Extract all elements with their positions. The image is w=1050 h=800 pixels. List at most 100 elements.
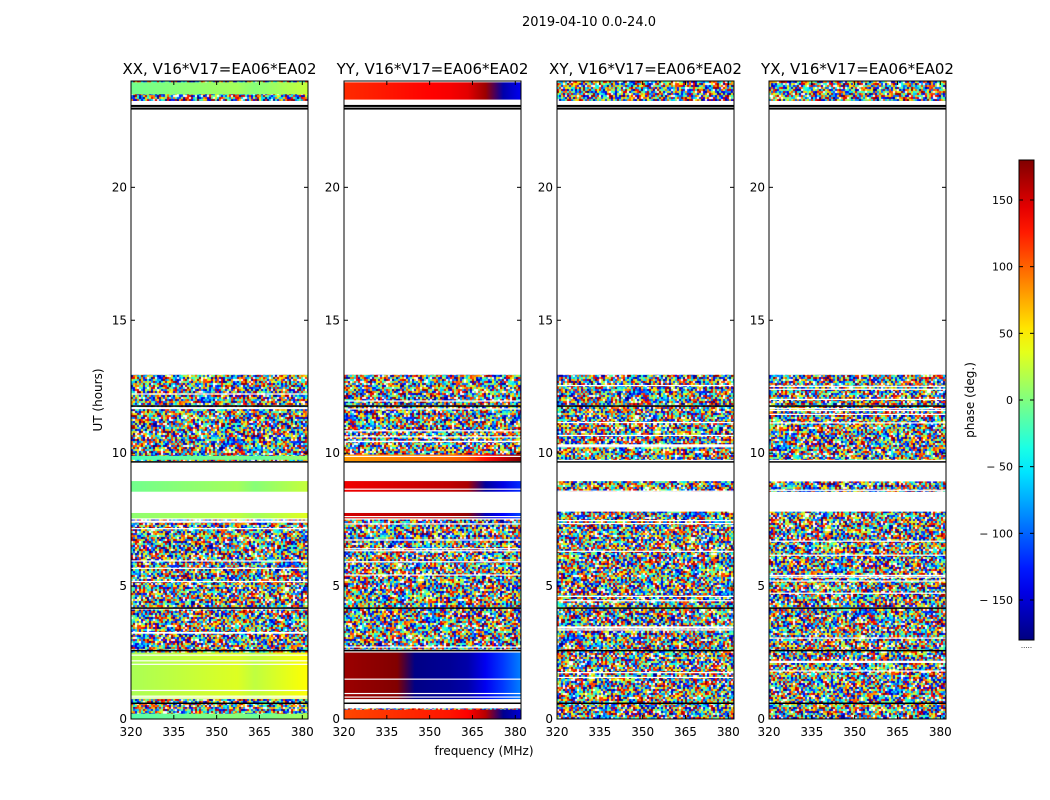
flag-line [344,646,521,648]
panel-frame [343,80,522,720]
flag-line [557,444,734,446]
flag-line [131,560,308,562]
x-tick-label: 380 [291,725,314,739]
noise-block [769,81,946,101]
flag-line [557,676,734,679]
flag-line [131,607,308,609]
flag-line [131,702,308,705]
flag-line [769,554,946,556]
flag-line [344,467,521,469]
flag-line [769,385,946,387]
panel-title: XY, V16*V17=EA06*EA02 [549,60,742,78]
flag-line [344,405,521,407]
flag-line [557,492,734,494]
x-tick-label: 335 [375,725,398,739]
noise-block [769,511,946,608]
y-tick-label: 0 [332,712,340,726]
panel-title: YY, V16*V17=EA06*EA02 [336,60,529,78]
coherent-band [131,82,308,95]
coherent-band [344,512,521,519]
flag-line [769,104,946,107]
flag-line [557,405,734,407]
colorbar-label: phase (deg.) [963,362,977,438]
y-tick-label: 10 [112,446,127,460]
flag-line [131,654,308,656]
noise-block [769,481,946,492]
flag-line [131,663,308,665]
coherent-band [344,652,521,700]
flag-line [769,660,946,662]
x-tick-label: 350 [631,725,654,739]
flag-line [131,461,308,463]
coherent-band [344,709,521,719]
flag-line [131,631,308,634]
flag-line [769,413,946,415]
flag-line [557,107,734,110]
flag-line [131,660,308,662]
y-tick-label: 10 [325,446,340,460]
flag-line [344,461,521,463]
flag-line [344,692,521,695]
coherent-band [344,481,521,492]
flag-line [557,505,734,507]
noise-block [769,703,946,719]
flag-line [131,465,308,467]
flag-line [769,500,946,502]
flag-line [344,539,521,541]
flag-line [131,632,308,634]
panel-frame [130,80,309,720]
flag-line [769,592,946,594]
flag-line [557,490,734,492]
flag-line [131,521,308,523]
noise-block [557,374,734,406]
x-tick-label: 365 [248,725,271,739]
flag-line [557,702,734,705]
flag-line [557,607,734,609]
flag-line [557,595,734,597]
y-tick-label: 20 [112,180,127,194]
y-tick-label: 15 [325,313,340,327]
coherent-band [131,713,308,719]
y-tick-label: 15 [112,313,127,327]
flag-line [344,649,521,652]
flag-line [131,104,308,107]
y-tick-label: 15 [538,313,553,327]
flag-line [769,422,946,424]
flag-line [769,107,946,110]
flag-line [557,385,734,387]
x-tick-label: 380 [717,725,740,739]
noise-block [769,607,946,650]
noise-block [131,374,308,406]
noise-block [769,649,946,704]
flag-line [769,508,946,511]
flag-line [131,407,308,409]
coherent-band [131,481,308,492]
noise-block [344,374,521,406]
noise-block [344,519,521,608]
flag-line [557,626,734,628]
coherent-band [344,82,521,100]
flag-line [769,637,946,639]
flag-line [131,608,308,610]
flag-line [769,670,946,672]
x-tick-label: 380 [504,725,527,739]
flag-line [769,607,946,609]
flag-line [769,489,946,491]
flag-line [344,607,521,609]
flag-line [557,629,734,631]
flag-line [557,519,734,522]
flag-line [131,580,308,583]
figure-suptitle: 2019-04-10 0.0-24.0 [522,15,656,30]
flag-line [344,574,521,576]
flag-line [344,548,521,550]
flag-line [769,576,946,578]
noise-block [131,405,308,462]
flag-line [557,434,734,437]
flag-line [344,523,521,525]
y-tick-label: 20 [325,180,340,194]
flag-line [344,107,521,110]
flag-line [769,661,946,663]
flag-line [344,430,521,432]
noise-block [557,81,734,101]
